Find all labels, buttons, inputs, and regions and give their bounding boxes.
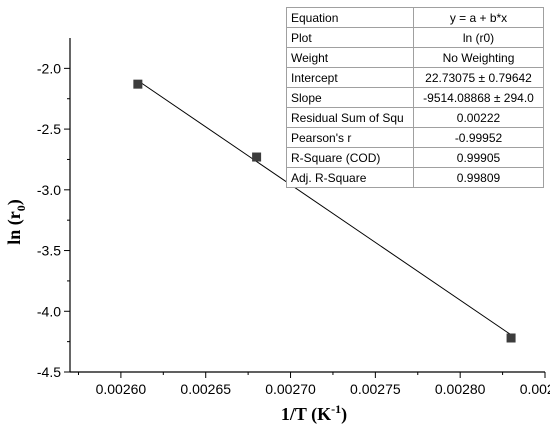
x-tick-label: 0.00270 (265, 381, 316, 397)
y-tick-label: -3.5 (37, 243, 61, 259)
x-tick-label: 0.00285 (520, 381, 550, 397)
x-tick-label: 0.00280 (435, 381, 486, 397)
fit-table-row: Pearson's r -0.99952 (286, 127, 544, 148)
fit-table-key: Equation (286, 7, 414, 28)
fit-table-value: No Weighting (413, 47, 544, 68)
fit-table-key: Pearson's r (286, 127, 414, 148)
fit-table-row: Slope -9514.08868 ± 294.0 (286, 87, 544, 108)
y-axis-title: ln (r0) (4, 199, 28, 245)
fit-table-key: Intercept (286, 67, 414, 88)
y-tick-label: -2.0 (37, 60, 61, 76)
fit-table-row: Intercept 22.73075 ± 0.79642 (286, 67, 544, 88)
axes: -4.5 -4.0 -3.5 -3.0 -2.5 -2.0 0.00260 0.00265 0.… (37, 38, 550, 397)
data-point (252, 152, 262, 162)
fit-table-value: 0.00222 (413, 107, 544, 128)
fit-table-value: y = a + b*x (413, 7, 544, 28)
fit-table-value: -0.99952 (413, 127, 544, 148)
data-points (133, 79, 516, 343)
data-point (133, 79, 143, 89)
fit-table-key: Residual Sum of Squ (286, 107, 414, 128)
data-point (506, 333, 516, 343)
x-tick-label: 0.00260 (96, 381, 147, 397)
y-tick-label: -3.0 (37, 182, 61, 198)
x-tick-label: 0.00275 (350, 381, 401, 397)
y-tick-label: -2.5 (37, 121, 61, 137)
fit-table-value: 0.99809 (413, 167, 544, 188)
fit-table-key: Slope (286, 87, 414, 108)
fit-table-row: Weight No Weighting (286, 47, 544, 68)
y-tick-label: -4.5 (37, 364, 61, 380)
fit-table-value: 0.99905 (413, 147, 544, 168)
fit-table-row: Equation y = a + b*x (286, 7, 544, 28)
fit-table-key: Plot (286, 27, 414, 48)
fit-table-row: Residual Sum of Squ 0.00222 (286, 107, 544, 128)
fit-table-value: ln (r0) (413, 27, 544, 48)
fit-table-row: Plot ln (r0) (286, 27, 544, 48)
fit-table-value: 22.73075 ± 0.79642 (413, 67, 544, 88)
fit-table-key: R-Square (COD) (286, 147, 414, 168)
fit-table-row: R-Square (COD) 0.99905 (286, 147, 544, 168)
y-tick-label: -4.0 (37, 303, 61, 319)
fit-line-group (137, 80, 512, 336)
fit-table-value: -9514.08868 ± 294.0 (413, 87, 544, 108)
fit-table-row: Adj. R-Square 0.99809 (286, 167, 544, 188)
x-tick-label: 0.00265 (180, 381, 231, 397)
x-axis-title: 1/T (K-1) (281, 402, 347, 425)
fit-table-key: Weight (286, 47, 414, 68)
fit-line (137, 80, 512, 336)
fit-table-key: Adj. R-Square (286, 167, 414, 188)
fit-results-table: Equation y = a + b*x Plot ln (r0) Weight No W… (286, 7, 544, 188)
